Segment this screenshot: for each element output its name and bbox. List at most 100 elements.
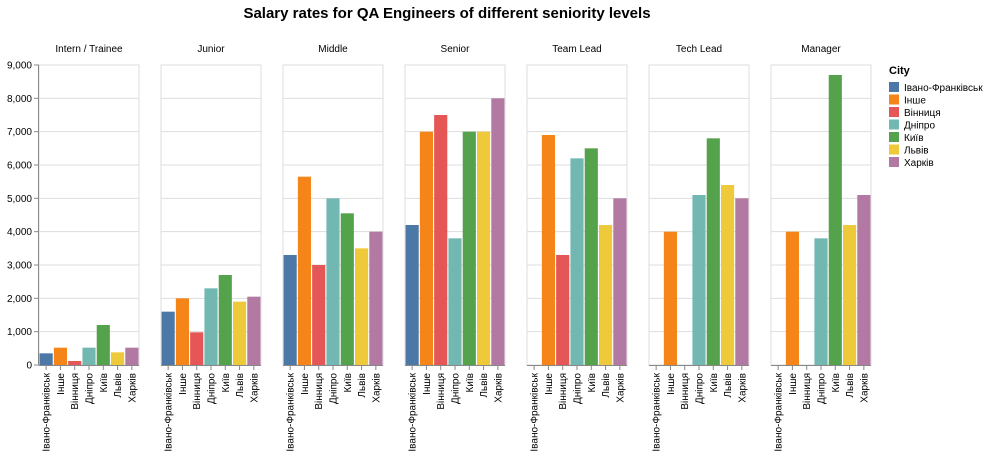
bar (405, 225, 419, 365)
y-tick-label: 0 (26, 361, 32, 372)
facet-label: Team Lead (552, 44, 601, 55)
facet-panel: Tech Lead Івано-Франківськ Інше Вінниця Дніп… (648, 44, 750, 452)
x-tick-label: Львів (601, 373, 612, 398)
y-tick-label: 1,000 (7, 327, 32, 338)
x-tick-label: Львів (113, 373, 124, 398)
y-tick-label: 8,000 (7, 94, 32, 105)
legend-item: Вінниця (889, 107, 941, 119)
x-tick-label: Інше (544, 373, 555, 395)
bar (477, 131, 491, 365)
bar (355, 248, 369, 365)
x-tick-label: Львів (235, 373, 246, 398)
panel-frame (38, 64, 140, 366)
x-tick-label: Вінниця (314, 373, 325, 410)
x-tick-label: Київ (831, 373, 842, 393)
legend-item: Інше (889, 94, 926, 107)
bar (599, 225, 613, 365)
x-tick-label: Івано-Франківськ (652, 372, 663, 451)
x-tick-label: Харків (493, 373, 504, 403)
bar (828, 75, 842, 365)
x-tick-label: Київ (343, 373, 354, 393)
chart-title: Salary rates for QA Engineers of differe… (243, 5, 650, 22)
x-tick-label: Дніпро (817, 373, 828, 404)
legend-item: Харків (889, 157, 934, 169)
x-tick-label: Київ (99, 373, 110, 393)
x-tick-label: Дніпро (573, 373, 584, 404)
x-tick-label: Дніпро (329, 373, 340, 404)
x-tick-label: Дніпро (695, 373, 706, 404)
bar (706, 138, 720, 365)
bar (340, 213, 354, 365)
x-tick-label: Івано-Франківськ (164, 372, 175, 451)
x-tick-label: Дніпро (85, 373, 96, 404)
bar (125, 347, 139, 365)
bar (96, 325, 110, 365)
bar (434, 115, 448, 365)
legend-swatch (889, 119, 899, 130)
bar (692, 195, 706, 365)
x-tick-label: Харків (371, 373, 382, 403)
bar (613, 198, 627, 365)
bar (297, 176, 311, 365)
x-tick-label: Івано-Франківськ (774, 372, 785, 451)
y-tick-label: 2,000 (7, 294, 32, 305)
bar (218, 275, 232, 365)
x-tick-label: Івано-Франківськ (408, 372, 419, 451)
facet-panel: Middle Івано-Франківськ Інше Вінниця Дніпро К… (282, 44, 384, 452)
x-tick-label: Харків (859, 373, 870, 403)
x-tick-label: Львів (479, 373, 490, 398)
facet-label: Tech Lead (676, 44, 722, 55)
x-tick-label: Київ (221, 373, 232, 393)
bar (584, 148, 598, 365)
x-tick-label: Інше (788, 373, 799, 395)
x-tick-label: Дніпро (451, 373, 462, 404)
x-tick-label: Київ (465, 373, 476, 393)
legend-label: Вінниця (904, 108, 941, 119)
y-tick-label: 3,000 (7, 261, 32, 272)
legend-item: Львів (889, 144, 929, 157)
bar (82, 347, 96, 365)
bar (369, 231, 383, 365)
facet-panel: Intern / Trainee Івано-Франківськ Інше Вінн… (7, 44, 140, 452)
x-tick-label: Вінниця (558, 373, 569, 410)
y-tick-label: 7,000 (7, 127, 32, 138)
legend-swatch (889, 82, 899, 92)
bar (204, 288, 218, 365)
x-tick-label: Вінниця (192, 373, 203, 410)
y-tick-label: 9,000 (7, 61, 32, 72)
legend-title: City (889, 65, 911, 77)
legend-label: Інше (904, 96, 926, 107)
bar (247, 296, 261, 365)
facet-label: Middle (318, 44, 348, 55)
bar (541, 135, 555, 365)
x-tick-label: Вінниця (436, 373, 447, 410)
facet-panel: Senior Івано-Франківськ Інше Вінниця Дніпро К… (404, 44, 506, 452)
x-tick-label: Інше (666, 373, 677, 395)
legend-swatch (889, 94, 899, 105)
bar (419, 131, 433, 365)
bar (570, 158, 584, 365)
x-tick-label: Інше (56, 373, 67, 395)
facet-label: Junior (197, 44, 225, 55)
x-tick-label: Харків (615, 373, 626, 403)
x-tick-label: Харків (127, 373, 138, 403)
facet-panel: Team Lead Івано-Франківськ Інше Вінниця Дніп… (526, 44, 628, 452)
bar (735, 198, 749, 365)
x-tick-label: Інше (178, 373, 189, 395)
x-tick-label: Харків (737, 373, 748, 403)
legend-item: Івано-Франківськ (889, 82, 983, 94)
bar (326, 198, 340, 365)
x-tick-label: Київ (587, 373, 598, 393)
legend-label: Київ (904, 133, 924, 144)
legend-swatch (889, 107, 899, 117)
y-tick-label: 4,000 (7, 227, 32, 238)
x-tick-label: Львів (723, 373, 734, 398)
bar (721, 185, 735, 365)
bar (843, 225, 857, 365)
bar (39, 353, 53, 365)
x-tick-label: Харків (249, 373, 260, 403)
x-tick-label: Львів (357, 373, 368, 398)
